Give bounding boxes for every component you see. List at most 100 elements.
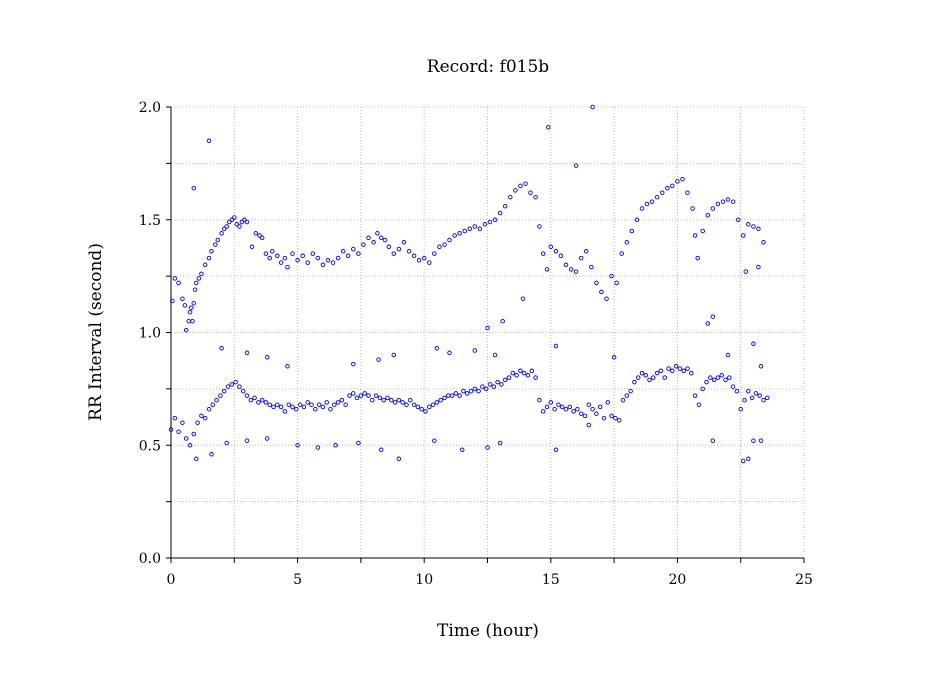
- data-point: [685, 190, 690, 195]
- data-point: [275, 253, 280, 259]
- data-point: [256, 400, 261, 405]
- data-point: [546, 125, 551, 130]
- data-point: [233, 379, 238, 385]
- data-point: [472, 224, 478, 229]
- data-point: [362, 391, 367, 396]
- data-point: [259, 235, 265, 241]
- data-point: [586, 422, 592, 428]
- data-point: [758, 438, 764, 443]
- data-point: [758, 364, 764, 369]
- data-point: [310, 251, 316, 256]
- data-point: [325, 258, 331, 263]
- data-point: [647, 377, 652, 383]
- data-point: [378, 447, 384, 453]
- data-point: [578, 255, 584, 261]
- data-point: [180, 296, 185, 301]
- data-point: [286, 402, 291, 407]
- data-point: [332, 402, 337, 407]
- data-point: [611, 355, 617, 360]
- data-point: [742, 397, 747, 403]
- data-point: [553, 343, 559, 349]
- data-point: [340, 249, 346, 254]
- data-point: [335, 400, 341, 405]
- data-point: [727, 375, 732, 380]
- data-point: [453, 391, 459, 396]
- data-point: [654, 194, 660, 200]
- data-point: [275, 402, 280, 407]
- data-point: [513, 188, 518, 193]
- data-point: [468, 388, 474, 394]
- data-point: [700, 386, 705, 392]
- data-point: [421, 255, 427, 261]
- data-point: [345, 253, 351, 259]
- data-point: [544, 267, 550, 272]
- data-point: [351, 246, 356, 252]
- data-point: [537, 224, 542, 229]
- data-point: [263, 251, 269, 256]
- data-point: [675, 179, 680, 184]
- data-point: [457, 231, 462, 236]
- data-point: [705, 321, 711, 326]
- data-point: [377, 395, 383, 401]
- data-point: [563, 262, 569, 268]
- data-point: [333, 443, 338, 448]
- data-point: [264, 355, 270, 360]
- data-point: [206, 138, 212, 144]
- data-point: [710, 314, 716, 319]
- data-point: [278, 404, 284, 410]
- data-point: [343, 402, 348, 407]
- data-point: [196, 276, 202, 281]
- data-point: [756, 226, 761, 232]
- data-point: [229, 217, 235, 223]
- data-point: [533, 194, 538, 200]
- data-point: [628, 388, 633, 394]
- data-point: [553, 447, 559, 453]
- data-point: [725, 352, 731, 358]
- y-tick-label: 0.0: [139, 551, 161, 567]
- data-point: [206, 406, 212, 412]
- data-point: [249, 244, 255, 250]
- data-point: [442, 242, 447, 247]
- data-point: [644, 201, 650, 207]
- data-point: [605, 400, 611, 405]
- data-point: [756, 264, 761, 270]
- data-point: [639, 206, 645, 211]
- data-point: [730, 199, 736, 204]
- data-point: [267, 255, 272, 261]
- data-point: [500, 318, 505, 324]
- data-point: [295, 443, 300, 448]
- data-point: [681, 368, 686, 374]
- data-point: [305, 400, 310, 405]
- data-point: [191, 185, 197, 191]
- data-point: [695, 255, 700, 261]
- data-point: [328, 406, 333, 412]
- data-point: [751, 438, 756, 443]
- data-point: [508, 194, 513, 200]
- data-point: [594, 411, 599, 416]
- data-point: [213, 242, 218, 247]
- data-point: [434, 400, 440, 405]
- data-point: [324, 400, 329, 405]
- data-point: [743, 269, 749, 274]
- data-point: [370, 397, 375, 403]
- data-point: [315, 445, 321, 450]
- data-point: [734, 388, 740, 394]
- data-point: [594, 280, 599, 286]
- data-point: [423, 409, 428, 414]
- data-point: [240, 388, 246, 394]
- chart-title: Record: f015b: [427, 57, 549, 77]
- data-point: [172, 415, 178, 421]
- data-point: [567, 404, 573, 410]
- data-point: [244, 219, 250, 225]
- y-axis-label: RR Interval (second): [86, 243, 106, 421]
- data-point: [335, 255, 341, 261]
- data-point: [242, 217, 247, 223]
- data-point: [447, 237, 452, 243]
- data-point: [285, 264, 290, 270]
- data-points: [168, 104, 770, 464]
- data-point: [189, 305, 194, 310]
- data-point: [376, 357, 381, 362]
- data-point: [182, 303, 188, 308]
- data-point: [629, 228, 635, 234]
